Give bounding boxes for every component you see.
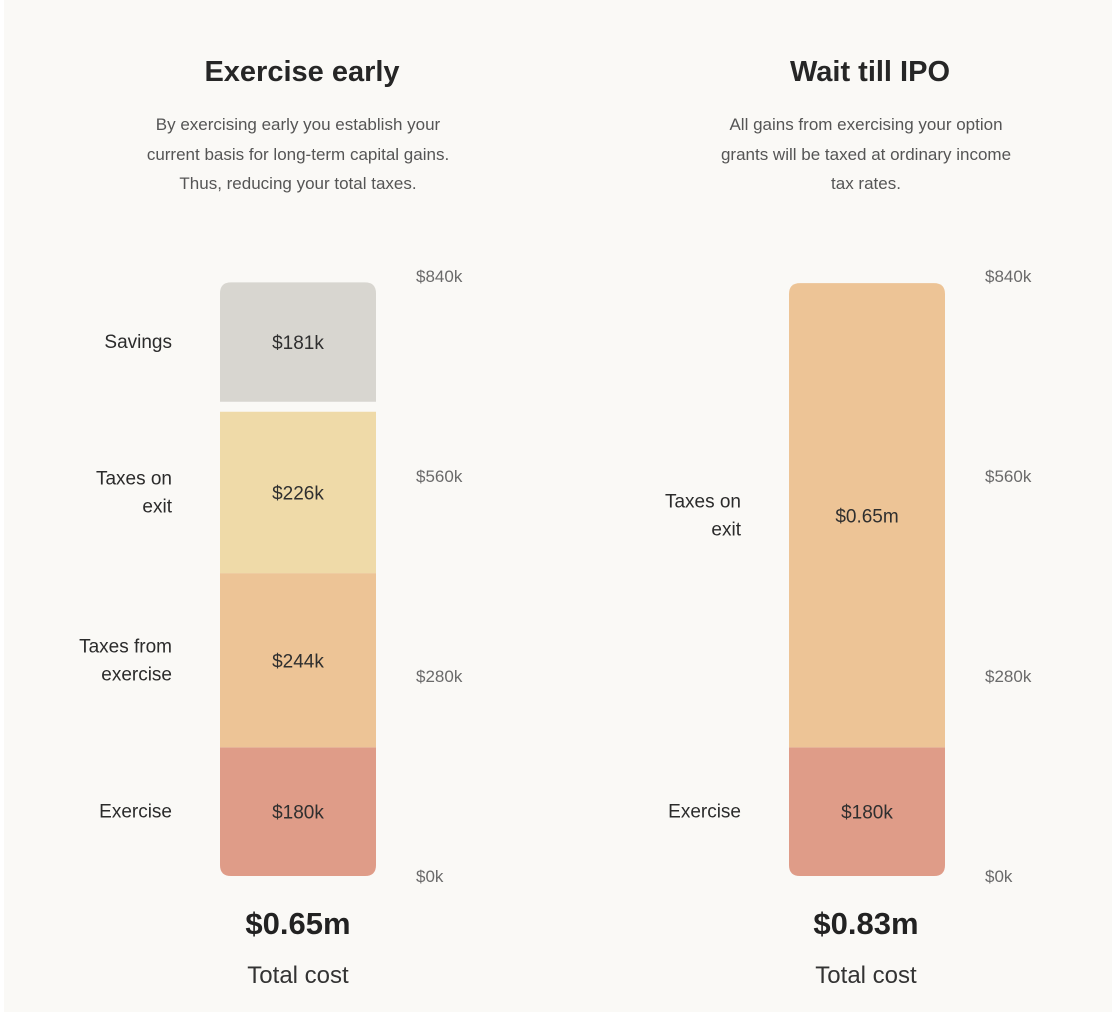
bar-segment-exercise [220,747,376,876]
bar-segment-taxes-on-exit [789,283,945,748]
segment-label: Savings [104,332,172,353]
y-tick-label: $840k [985,267,1032,286]
chart-subtitle-wait-till-ipo: All gains from exercising your option gr… [676,110,1056,199]
data-label: $181k [272,333,324,354]
segment-label: Taxes on [665,491,741,512]
stacked-bar-charts: $840k $560k $280k $0k $180k Exercise $244k Taxe… [79,267,1032,886]
data-label: $226k [272,483,324,504]
data-label: $0.65m [835,506,898,527]
segment-label: exit [142,496,172,517]
segment-label: exit [711,519,741,540]
chart-title-wait-till-ipo: Wait till IPO [789,56,951,88]
subtitle-line: current basis for long-term capital gain… [146,144,450,164]
data-label: $180k [841,803,893,824]
bar-segment-taxes-on-exit [220,411,376,574]
total-cost-value-exercise-early: $0.65m [245,906,351,941]
chart-canvas: Exercise early By exercising early you e… [4,0,1112,1012]
subtitle-line: By exercising early you establish your [155,115,441,134]
total-cost-value-wait-till-ipo: $0.83m [813,906,919,941]
bar-segment-exercise [789,747,945,876]
y-tick-label: $0k [985,867,1013,886]
segment-label: Taxes on [96,468,172,489]
segment-label: Exercise [668,802,741,823]
y-tick-label: $560k [416,467,463,486]
data-label: $244k [272,651,324,672]
chart-title-exercise-early: Exercise early [204,56,400,88]
y-tick-label: $560k [985,467,1032,486]
y-tick-label: $280k [985,667,1032,686]
subtitle-line: Thus, reducing your total taxes. [179,174,417,193]
segment-label: Taxes from [79,636,172,657]
bar-segment-taxes-from-exercise [220,573,376,748]
y-tick-label: $0k [416,867,444,886]
y-tick-label: $840k [416,267,463,286]
chart-subtitle-exercise-early: By exercising early you establish your c… [108,110,488,199]
segment-label: exercise [101,664,172,685]
subtitle-line: All gains from exercising your option [729,115,1003,134]
bar-segment-savings [220,282,376,402]
segment-label: Exercise [99,802,172,823]
subtitle-line: tax rates. [831,174,901,193]
y-tick-label: $280k [416,667,463,686]
data-label: $180k [272,803,324,824]
total-cost-label-exercise-early: Total cost [247,962,349,989]
total-cost-label-wait-till-ipo: Total cost [815,962,917,989]
subtitle-line: grants will be taxed at ordinary income [720,144,1012,164]
